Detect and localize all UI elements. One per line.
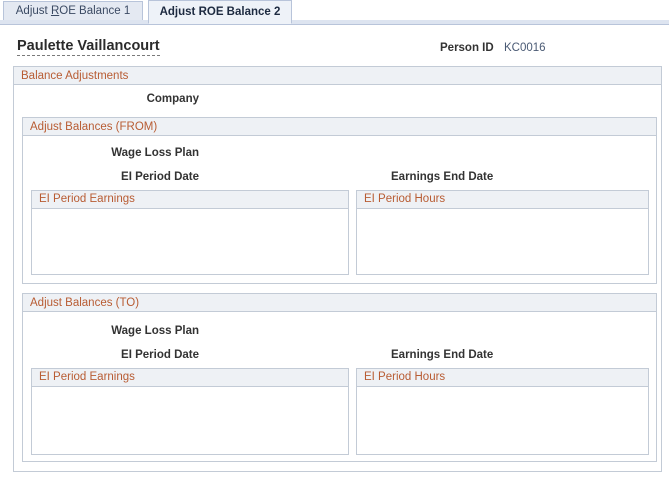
person-id-label: Person ID bbox=[440, 42, 494, 54]
tab-1-label-post: OE Balance 1 bbox=[59, 5, 131, 17]
tab-1-accesskey: R bbox=[50, 5, 60, 17]
label-company: Company bbox=[146, 93, 199, 105]
group-balance-adjustments-title: Balance Adjustments bbox=[13, 66, 662, 85]
tab-strip: Adjust ROE Balance 1 Adjust ROE Balance … bbox=[0, 0, 669, 25]
label-earnings-end-date-from: Earnings End Date bbox=[391, 171, 494, 183]
tab-2-label: Adjust ROE Balance 2 bbox=[159, 6, 281, 18]
person-id-value: KC0016 bbox=[504, 42, 546, 54]
tab-adjust-roe-balance-2[interactable]: Adjust ROE Balance 2 bbox=[148, 0, 292, 24]
grid-header-ei-period-hours-to[interactable]: EI Period Hours bbox=[356, 368, 649, 387]
tab-1-label-pre: Adjust bbox=[15, 5, 51, 17]
label-earnings-end-date-to: Earnings End Date bbox=[391, 349, 494, 361]
grid-header-ei-period-earnings-from[interactable]: EI Period Earnings bbox=[31, 190, 349, 209]
label-wage-loss-plan-to: Wage Loss Plan bbox=[111, 325, 199, 337]
grid-header-ei-period-earnings-to[interactable]: EI Period Earnings bbox=[31, 368, 349, 387]
label-ei-period-date-from: EI Period Date bbox=[121, 171, 199, 183]
grid-header-ei-period-hours-from[interactable]: EI Period Hours bbox=[356, 190, 649, 209]
person-name-link[interactable]: Paulette Vaillancourt bbox=[17, 38, 160, 56]
label-ei-period-date-to: EI Period Date bbox=[121, 349, 199, 361]
group-adjust-balances-from-title: Adjust Balances (FROM) bbox=[22, 117, 657, 136]
label-wage-loss-plan-from: Wage Loss Plan bbox=[111, 147, 199, 159]
group-adjust-balances-to-title: Adjust Balances (TO) bbox=[22, 293, 657, 312]
tab-strip-underline bbox=[0, 20, 669, 25]
tab-adjust-roe-balance-1[interactable]: Adjust ROE Balance 1 bbox=[3, 1, 143, 20]
